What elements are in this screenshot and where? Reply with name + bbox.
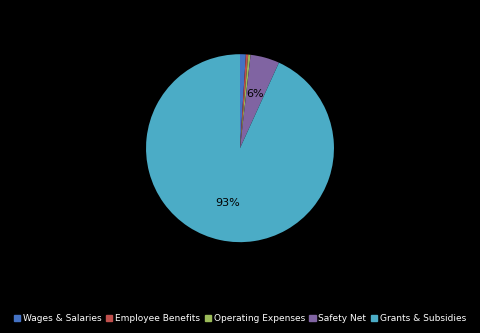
Wedge shape bbox=[240, 55, 279, 148]
Text: 93%: 93% bbox=[216, 198, 240, 208]
Text: 6%: 6% bbox=[246, 89, 264, 99]
Wedge shape bbox=[240, 54, 248, 148]
Wedge shape bbox=[240, 54, 246, 148]
Wedge shape bbox=[240, 55, 251, 148]
Wedge shape bbox=[146, 54, 334, 242]
Legend: Wages & Salaries, Employee Benefits, Operating Expenses, Safety Net, Grants & Su: Wages & Salaries, Employee Benefits, Ope… bbox=[12, 313, 468, 325]
